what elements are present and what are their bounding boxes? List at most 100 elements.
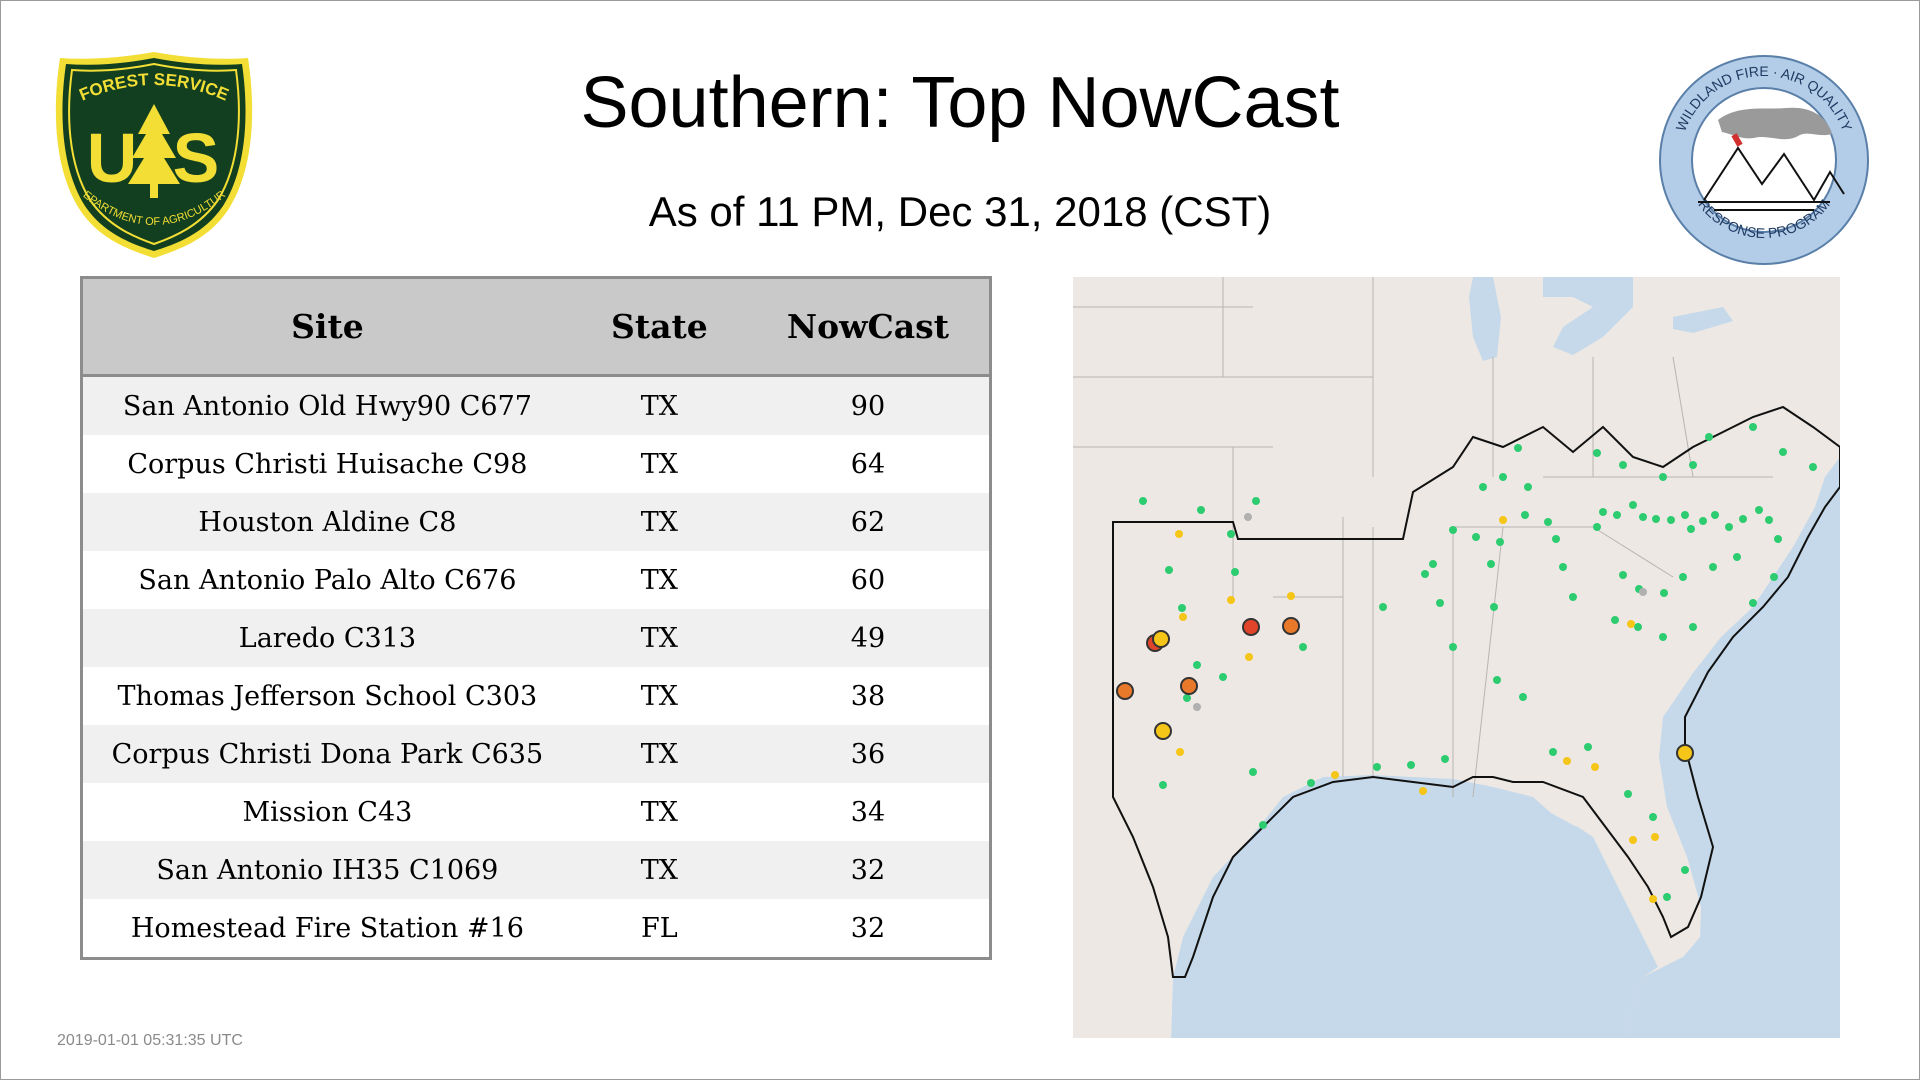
cell-state: TX	[571, 375, 747, 435]
mexico-land	[1073, 677, 1193, 1038]
generated-timestamp: 2019-01-01 05:31:35 UTC	[57, 1032, 243, 1049]
monitor-marker	[1282, 617, 1300, 635]
gulf-of-mexico	[1171, 775, 1658, 1038]
monitor-marker	[1307, 779, 1315, 787]
monitor-marker	[1705, 433, 1713, 441]
monitor-marker	[1242, 618, 1260, 636]
cell-site: Corpus Christi Huisache C98	[81, 435, 572, 493]
cell-state: TX	[571, 841, 747, 899]
monitor-marker	[1231, 568, 1239, 576]
monitor-marker	[1259, 821, 1267, 829]
monitor-marker	[1624, 790, 1632, 798]
cell-nowcast: 32	[746, 841, 991, 899]
monitor-marker	[1649, 813, 1657, 821]
cell-site: Houston Aldine C8	[81, 493, 572, 551]
cell-site: Homestead Fire Station #16	[81, 899, 572, 959]
cell-state: TX	[571, 551, 747, 609]
cell-state: TX	[571, 783, 747, 841]
monitor-marker	[1379, 603, 1387, 611]
lake-michigan	[1469, 277, 1501, 361]
monitor-marker	[1639, 513, 1647, 521]
monitor-marker	[1770, 573, 1778, 581]
southern-region-map	[1073, 277, 1840, 1038]
monitor-marker	[1591, 763, 1599, 771]
monitor-marker	[1487, 560, 1495, 568]
monitor-marker	[1407, 761, 1415, 769]
cell-nowcast: 64	[746, 435, 991, 493]
table-row: San Antonio Old Hwy90 C677 TX 90	[81, 375, 991, 435]
monitor-marker	[1499, 473, 1507, 481]
table-row: Mission C43 TX 34	[81, 783, 991, 841]
cell-nowcast: 60	[746, 551, 991, 609]
monitor-marker	[1681, 866, 1689, 874]
usfs-shield-logo: FOREST SERVICE U S DEPARTMENT OF AGRICUL…	[50, 50, 253, 258]
table-row: Thomas Jefferson School C303 TX 38	[81, 667, 991, 725]
monitor-marker	[1611, 616, 1619, 624]
cell-state: TX	[571, 609, 747, 667]
monitor-marker	[1373, 763, 1381, 771]
usfs-initial-s: S	[173, 119, 220, 197]
monitor-marker	[1436, 599, 1444, 607]
table-row: Houston Aldine C8 TX 62	[81, 493, 991, 551]
monitor-marker	[1544, 518, 1552, 526]
cell-nowcast: 49	[746, 609, 991, 667]
monitor-marker	[1649, 895, 1657, 903]
monitor-marker	[1779, 448, 1787, 456]
table-header-row: Site State NowCast	[81, 277, 991, 377]
lake-erie-huron	[1543, 277, 1633, 355]
monitor-marker	[1619, 571, 1627, 579]
monitor-marker	[1227, 596, 1235, 604]
monitor-marker	[1429, 560, 1437, 568]
florida-peninsula	[1533, 771, 1701, 959]
monitor-marker	[1569, 593, 1577, 601]
monitor-marker	[1667, 516, 1675, 524]
monitor-marker	[1441, 755, 1449, 763]
monitor-marker	[1659, 633, 1667, 641]
cell-state: TX	[571, 725, 747, 783]
cell-state: TX	[571, 667, 747, 725]
monitor-marker	[1749, 423, 1757, 431]
monitor-marker	[1676, 744, 1694, 762]
page-subtitle: As of 11 PM, Dec 31, 2018 (CST)	[648, 188, 1272, 235]
monitor-marker	[1652, 515, 1660, 523]
monitor-marker	[1733, 553, 1741, 561]
table-row: San Antonio IH35 C1069 TX 32	[81, 841, 991, 899]
top-nowcast-table: Site State NowCast San Antonio Old Hwy90…	[80, 276, 992, 960]
monitor-marker	[1651, 833, 1659, 841]
monitor-marker	[1765, 516, 1773, 524]
monitor-marker	[1552, 535, 1560, 543]
monitor-marker	[1331, 771, 1339, 779]
monitor-marker	[1629, 501, 1637, 509]
monitor-marker	[1739, 515, 1747, 523]
monitor-marker	[1809, 463, 1817, 471]
monitor-marker	[1249, 768, 1257, 776]
monitor-marker	[1159, 781, 1167, 789]
cell-state: TX	[571, 435, 747, 493]
monitor-marker	[1549, 748, 1557, 756]
monitor-marker	[1599, 508, 1607, 516]
monitor-marker	[1154, 722, 1172, 740]
monitor-marker	[1689, 461, 1697, 469]
monitor-marker	[1472, 533, 1480, 541]
header-state: State	[571, 277, 747, 377]
monitor-marker	[1178, 604, 1186, 612]
cell-nowcast: 38	[746, 667, 991, 725]
table-row: Laredo C313 TX 49	[81, 609, 991, 667]
monitor-marker	[1176, 748, 1184, 756]
monitor-marker	[1514, 444, 1522, 452]
monitor-marker	[1490, 603, 1498, 611]
monitor-marker	[1449, 526, 1457, 534]
monitor-marker	[1619, 461, 1627, 469]
cell-state: TX	[571, 493, 747, 551]
monitor-marker	[1116, 682, 1134, 700]
page-title: Southern: Top NowCast	[580, 63, 1340, 143]
monitor-marker	[1493, 676, 1501, 684]
monitor-marker	[1496, 538, 1504, 546]
monitor-marker	[1252, 497, 1260, 505]
monitor-marker	[1524, 483, 1532, 491]
monitor-marker	[1219, 673, 1227, 681]
cell-site: Corpus Christi Dona Park C635	[81, 725, 572, 783]
monitor-marker	[1627, 620, 1635, 628]
cell-nowcast: 36	[746, 725, 991, 783]
monitor-marker	[1287, 592, 1295, 600]
